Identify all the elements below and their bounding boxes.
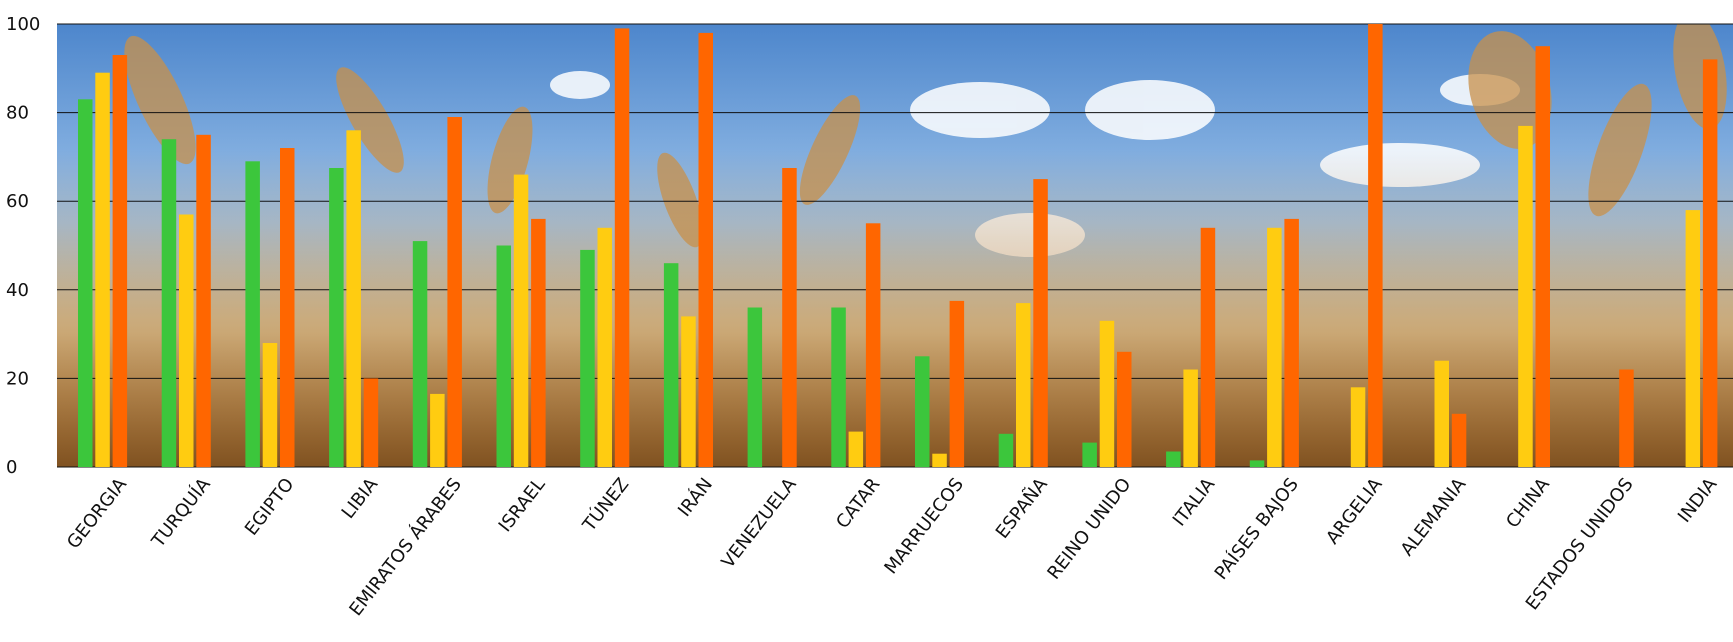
bar-países-bajos-s2 [1267, 227, 1282, 467]
x-category-label: CATAR [832, 474, 884, 533]
bar-marruecos-s3 [949, 300, 965, 467]
bar-emiratos-árabes-s3 [447, 117, 462, 467]
bar-italia-s1 [1166, 451, 1181, 467]
y-tick-label: 20 [6, 368, 29, 389]
x-category-label: INDIA [1674, 474, 1722, 527]
bar-países-bajos-s1 [1249, 460, 1265, 467]
y-axis-tick-labels: 0 20 40 60 80 100 [6, 14, 40, 478]
bar-marruecos-s2 [932, 453, 947, 467]
bar-libia-s3 [363, 378, 379, 467]
bar-alemania-s2 [1434, 360, 1449, 467]
bar-israel-s2 [513, 174, 529, 467]
bar-españa-s1 [998, 433, 1014, 467]
bar-reino-unido-s2 [1099, 320, 1115, 467]
bar-turquía-s3 [196, 134, 211, 468]
bar-china-s2 [1518, 125, 1533, 468]
bar-estados-unidos-s3 [1619, 369, 1634, 467]
wheat-field-photo-background [57, 24, 1733, 467]
x-category-label: VENEZUELA [717, 474, 801, 573]
bar-túnez-s1 [580, 249, 595, 467]
x-category-label: CHINA [1502, 474, 1554, 533]
bar-india-s3 [1702, 59, 1718, 468]
y-tick-label: 80 [6, 103, 29, 124]
x-category-label: IRÁN [673, 474, 717, 521]
bar-túnez-s3 [614, 28, 630, 468]
bar-italia-s3 [1200, 227, 1216, 467]
bar-irán-s1 [663, 263, 679, 467]
bar-túnez-s2 [597, 227, 612, 467]
x-category-label: TURQUÍA [147, 473, 216, 552]
bar-georgia-s1 [78, 99, 93, 468]
bar-georgia-s2 [95, 72, 110, 467]
bar-libia-s2 [346, 130, 361, 468]
x-category-label: ARGELIA [1322, 474, 1387, 549]
bar-turquía-s2 [179, 214, 194, 467]
x-category-label: GEORGIA [63, 474, 131, 553]
bar-turquía-s1 [161, 139, 177, 467]
bar-reino-unido-s3 [1117, 351, 1132, 467]
bar-israel-s1 [496, 245, 511, 467]
x-category-label: PAÍSES BAJOS [1210, 474, 1303, 584]
bar-emiratos-árabes-s2 [430, 393, 445, 467]
bar-egipto-s1 [245, 161, 260, 468]
bar-catar-s2 [848, 431, 864, 467]
bars [78, 24, 1718, 468]
y-tick-label: 100 [6, 14, 40, 35]
bar-georgia-s3 [112, 55, 128, 467]
bar-egipto-s2 [262, 343, 278, 467]
x-category-label: ISRAEL [495, 474, 550, 536]
bar-marruecos-s1 [915, 356, 930, 468]
bar-españa-s3 [1033, 179, 1048, 467]
x-category-label: ALEMANIA [1397, 474, 1471, 560]
bar-argelia-s3 [1368, 24, 1383, 467]
x-category-label: LIBIA [338, 474, 383, 523]
bar-irán-s3 [698, 32, 713, 468]
y-tick-label: 0 [6, 457, 17, 478]
bar-reino-unido-s1 [1082, 442, 1097, 467]
y-tick-label: 40 [6, 280, 29, 301]
bar-países-bajos-s3 [1284, 218, 1299, 467]
x-category-label: MARRUECOS [880, 474, 968, 578]
x-category-label: EGIPTO [241, 474, 299, 539]
bar-argelia-s2 [1350, 387, 1366, 467]
bar-india-s2 [1685, 210, 1701, 467]
bar-italia-s2 [1183, 369, 1198, 467]
bar-israel-s3 [531, 218, 546, 467]
bar-catar-s3 [865, 223, 881, 467]
bar-alemania-s3 [1451, 413, 1467, 467]
bar-china-s3 [1535, 46, 1550, 467]
x-category-label: TÚNEZ [578, 474, 634, 537]
bar-catar-s1 [831, 307, 846, 467]
y-tick-label: 60 [6, 191, 29, 212]
bar-libia-s1 [329, 168, 344, 467]
x-category-label: ESPAÑA [991, 473, 1052, 543]
bar-venezuela-s1 [747, 307, 763, 467]
x-category-label: REINO UNIDO [1043, 474, 1135, 583]
bar-egipto-s3 [280, 148, 295, 467]
bar-españa-s2 [1016, 303, 1031, 467]
x-category-label: ITALIA [1169, 474, 1220, 531]
bar-venezuela-s3 [782, 168, 797, 467]
bar-emiratos-árabes-s1 [412, 241, 428, 467]
bar-irán-s2 [681, 316, 696, 467]
